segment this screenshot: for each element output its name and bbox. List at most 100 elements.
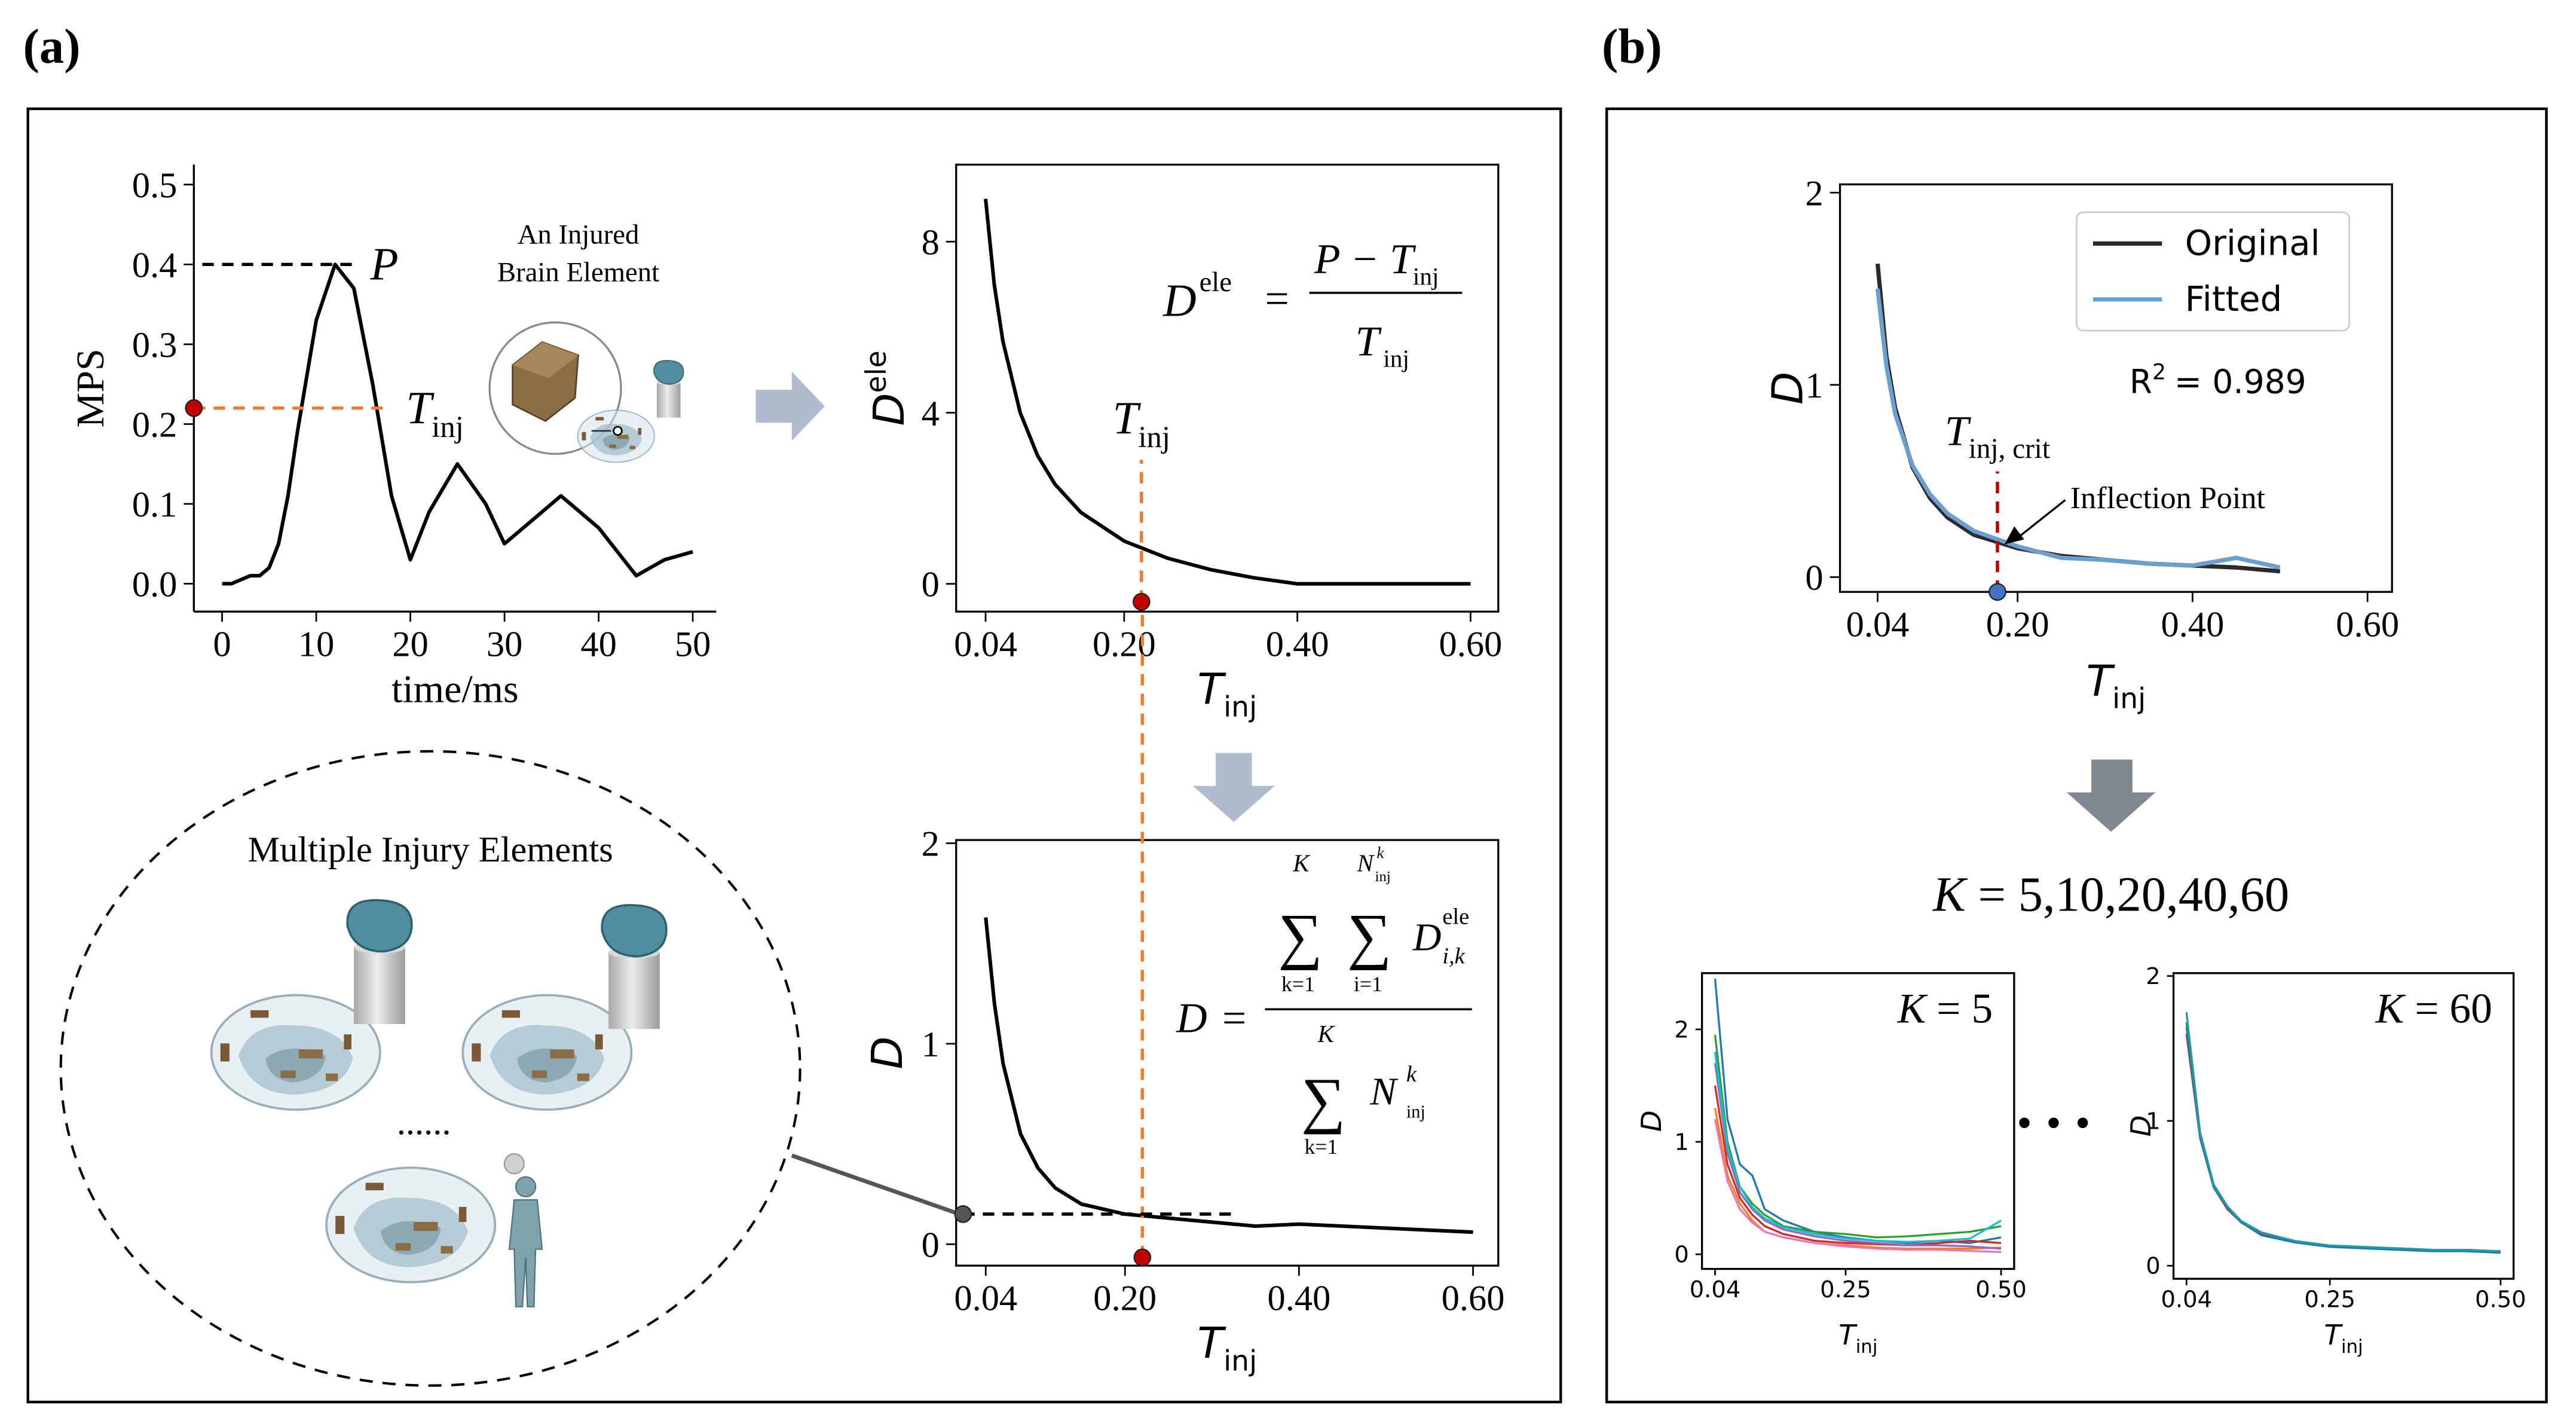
x-axis-label: Tinj [2324,1319,2363,1358]
k-values: K = 5,10,20,40,60 [1932,867,2289,921]
axes-frame [955,839,1500,1267]
x-tick-label: 0.60 [1442,1278,1505,1318]
x-tick-label: 40 [580,624,616,664]
inset-label: K = 5 [1897,985,1993,1032]
fit-note: R2 = 0.989 [2130,359,2306,401]
data-line [1714,1035,2002,1239]
formula-term: k=1 [1281,972,1315,996]
y-axis-label-part: D [864,393,914,426]
brain-model [577,410,655,463]
x-tick-label: 0.20 [1093,624,1156,664]
x-tick-label: 0.25 [2304,1286,2355,1313]
formula-term: D [1162,274,1197,326]
x-tick-label: 0.04 [2161,1286,2212,1313]
x-axis-label: Tinj [1197,664,1257,723]
flow-arrow [1192,753,1275,822]
legend-label: Original [2185,223,2320,264]
x-tick-label: 0 [213,624,231,664]
formula-term: inj [1413,262,1439,290]
y-tick-label: 0.5 [132,166,178,206]
head-icon [601,904,668,1029]
reference-dot [1988,583,2006,601]
axes-frame [1701,972,2015,1270]
panel-frame [1605,107,2548,1404]
axes-frame [955,163,1500,613]
y-tick-label: 0.2 [132,405,178,445]
x-tick-label: 0.40 [2161,604,2225,644]
x-axis-label-part: inj [2112,683,2146,716]
x-tick-label: 0.20 [1093,1278,1157,1318]
x-tick-label: 20 [392,624,428,664]
fit-note-part: = 0.989 [2174,362,2306,401]
y-tick-label: 2 [922,824,940,864]
x-tick-label: 0.40 [1266,624,1329,664]
x-axis-label: Tinj [1197,1318,1257,1377]
formula-term: K [1292,849,1311,876]
y-tick-label: 1 [1805,366,1823,406]
y-tick-label: 0 [1674,1242,1688,1269]
x-axis-label-part: T [2086,656,2115,705]
x-axis-label-part: T [2324,1319,2343,1352]
x-axis-label-part: inj [1223,690,1257,723]
y-axis-label-part: D [862,1037,912,1070]
y-axis-label-part: D [1636,1110,1668,1132]
flow-arrow [2066,759,2156,832]
data-line [2185,1012,2501,1252]
x-tick-label: 0.60 [1439,624,1503,664]
x-tick-label: 0.25 [1820,1276,1871,1303]
y-axis-label-part: D [1763,372,1812,405]
annotation-arrowhead [2004,526,2024,545]
y-axis-label-part: ele [860,350,893,393]
ellipsis: ...... [397,1102,451,1142]
y-tick-label: 4 [922,394,940,434]
y-axis-label: D [862,1037,912,1070]
inset-label-part: K [2375,985,2406,1032]
legend-label: Fitted [2185,279,2282,319]
brain-model [325,1166,497,1284]
formula-term: N [1369,1070,1399,1114]
data-line [1714,1063,2002,1250]
formula-term: k [1406,1062,1417,1087]
formula-term: inj [1383,345,1409,372]
formula-term: ∑ [1347,901,1391,970]
data-line [1875,288,2281,570]
reference-label: P [370,239,399,290]
y-tick-label: 2 [1805,173,1823,213]
annotation: Inflection Point [2070,481,2266,515]
inset-label-part: K [1897,985,1928,1032]
element-cube-top [512,342,579,378]
formula-term: inj [1406,1102,1425,1122]
head-icon [653,360,684,418]
data-line [1714,1085,2002,1246]
reference-label-part: T [1945,408,1971,455]
data-line [2185,1022,2501,1254]
fit-note-part: R [2130,362,2152,401]
formula-term: K [1317,1020,1335,1047]
reference-dot [1133,592,1151,611]
panel-label: (b) [1602,19,1662,74]
inset-label: K = 60 [2375,985,2492,1032]
x-tick-label: 0.40 [1268,1278,1331,1318]
y-axis-label: Dele [860,350,914,426]
reference-label-part: T [406,382,435,433]
k-values-part: = 5,10,20,40,60 [1978,867,2290,921]
x-tick-label: 50 [675,624,711,664]
continuation-dots: • • • [2015,1107,2092,1141]
y-tick-label: 1 [2146,1108,2160,1135]
flow-arrow [755,371,825,441]
x-tick-label: 10 [298,624,334,664]
illustration-label: Brain Element [497,257,659,288]
zoom-ellipse [59,750,801,1387]
y-tick-label: 0 [922,1225,940,1265]
x-axis-label: Tinj [2086,656,2146,715]
formula-term: k [1376,844,1384,861]
element-marker [613,426,623,436]
y-tick-label: 0 [1805,558,1823,598]
x-tick-label: 30 [487,624,522,664]
formula-term: inj [1375,869,1391,885]
x-axis-label: time/ms [391,667,519,711]
illustration-label: An Injured [518,219,640,250]
y-axis-label: MPS [69,349,112,427]
